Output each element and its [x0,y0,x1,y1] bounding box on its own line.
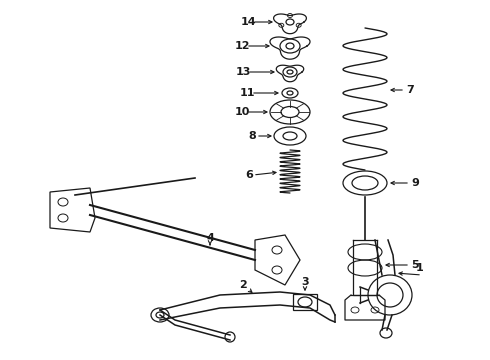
Bar [293,294,317,310]
Text: 10: 10 [234,107,250,117]
Text: 13: 13 [235,67,251,77]
Text: 6: 6 [245,170,253,180]
Text: 4: 4 [206,233,214,243]
Text: 7: 7 [406,85,414,95]
Text: 9: 9 [411,178,419,188]
Text: 8: 8 [248,131,256,141]
Text: 5: 5 [411,260,419,270]
Text: 1: 1 [416,263,424,273]
Text: 14: 14 [240,17,256,27]
Text: 3: 3 [301,277,309,287]
Text: 12: 12 [234,41,250,51]
Text: 2: 2 [239,280,247,290]
Text: 11: 11 [239,88,255,98]
